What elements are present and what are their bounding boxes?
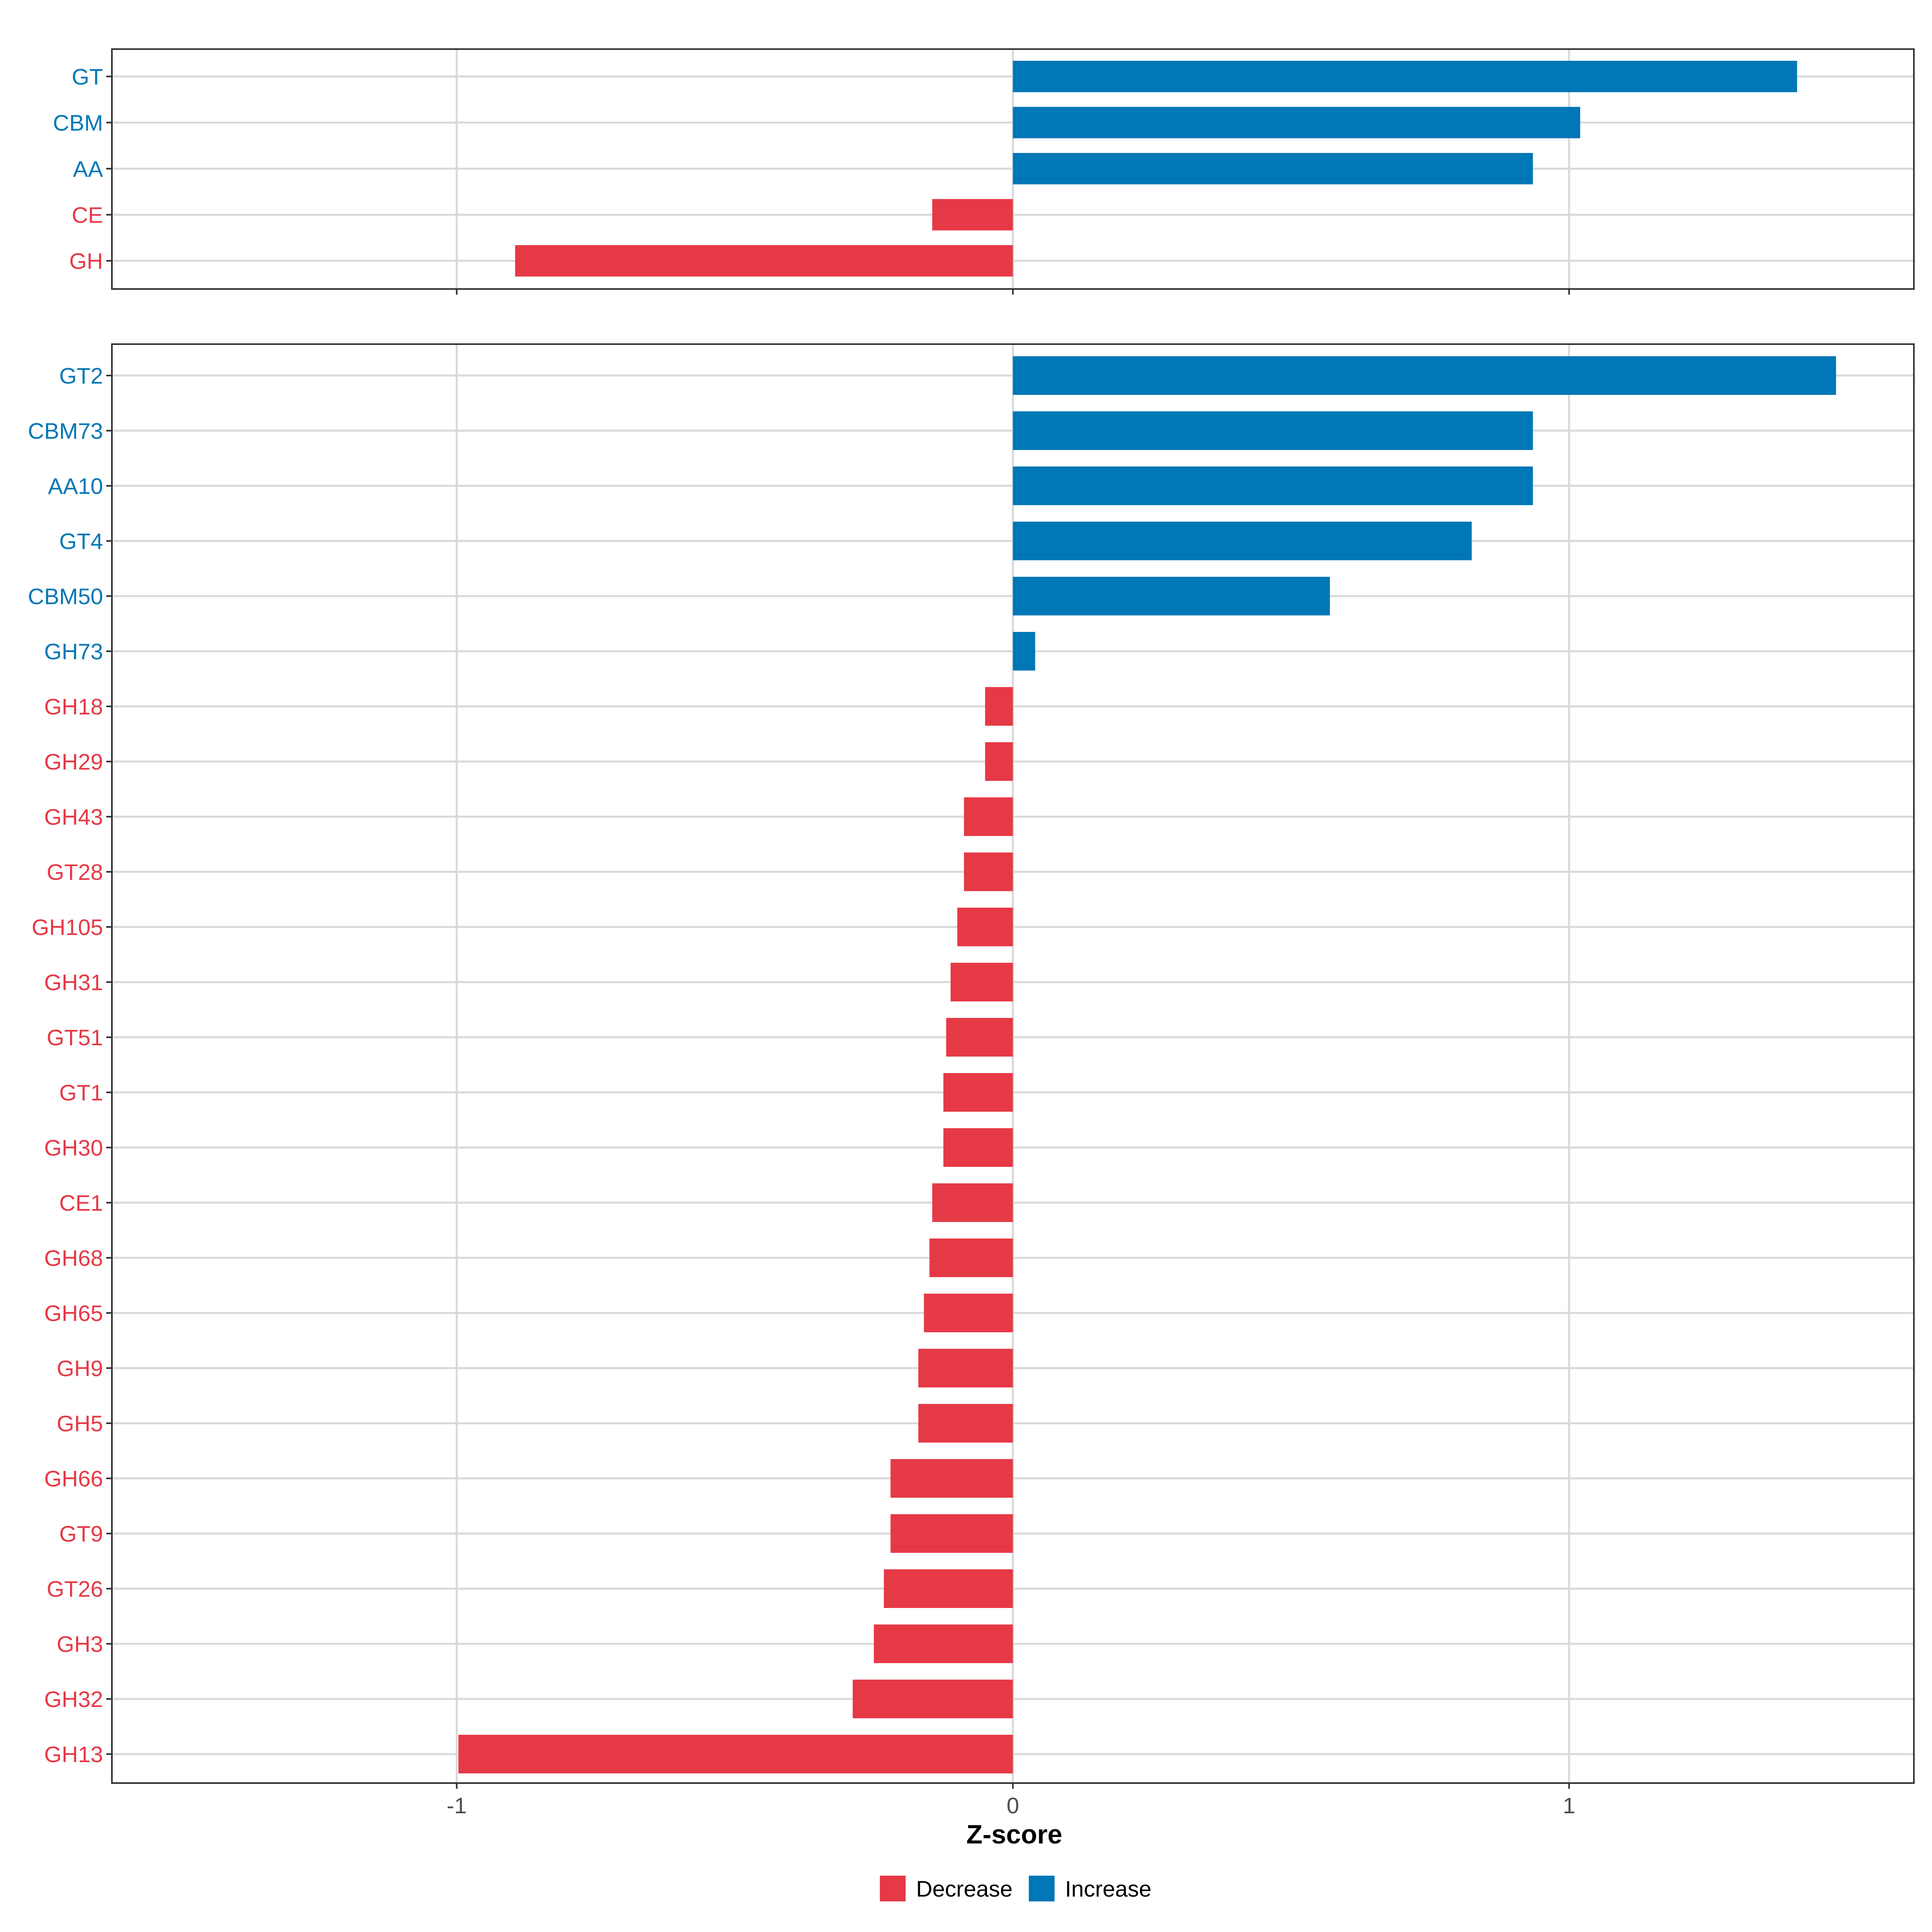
- y-tick-label: GT: [72, 64, 103, 89]
- bar-cbm: [1013, 107, 1580, 138]
- bar-gh65: [924, 1294, 1013, 1332]
- bar-gh105: [957, 908, 1013, 946]
- y-tick-label: GT28: [47, 859, 103, 885]
- y-tick-label: CE1: [59, 1190, 103, 1216]
- bar-gt28: [964, 852, 1013, 891]
- bar-gh: [515, 245, 1013, 277]
- bar-gt1: [943, 1073, 1013, 1112]
- bar-gt4: [1013, 522, 1472, 560]
- bar-gh73: [1013, 632, 1035, 671]
- y-tick-label: GH3: [57, 1631, 103, 1657]
- bottom-panel: GT2 CBM73 AA10 GT4 CBM50 GH73 GH18 GH29 GH43 GT28…: [28, 343, 1915, 1789]
- y-tick-label: GH73: [44, 639, 103, 664]
- bar-gt51: [946, 1018, 1013, 1057]
- bar-gh43: [964, 797, 1013, 836]
- y-tick-label: GH68: [44, 1245, 103, 1271]
- bar-gh68: [929, 1238, 1013, 1277]
- y-tick-label: CE: [72, 202, 103, 228]
- bar-gh29: [985, 742, 1013, 781]
- x-tick-label: 1: [1563, 1793, 1575, 1818]
- bar-gh31: [950, 963, 1013, 1001]
- y-tick-label: GT2: [59, 363, 103, 388]
- bar-ce: [932, 199, 1013, 231]
- bar-gh30: [943, 1128, 1013, 1167]
- y-tick-label: GH32: [44, 1686, 103, 1712]
- x-tick-label: -1: [447, 1793, 467, 1818]
- y-tick-label: GH13: [44, 1742, 103, 1767]
- y-tick-label: GH31: [44, 970, 103, 995]
- y-tick-label: GH65: [44, 1300, 103, 1326]
- y-tick-label: GT9: [59, 1521, 103, 1546]
- bar-gt26: [883, 1569, 1013, 1608]
- y-tick-label: GH5: [57, 1411, 103, 1436]
- bar-gh3: [874, 1624, 1013, 1663]
- bar-gt9: [890, 1514, 1013, 1553]
- bar-cbm50: [1013, 577, 1330, 615]
- x-tick-label: 0: [1007, 1793, 1019, 1818]
- legend-label-decrease: Decrease: [916, 1876, 1013, 1901]
- y-tick-label: GH29: [44, 749, 103, 774]
- y-tick-label: GH9: [57, 1356, 103, 1381]
- bar-gh5: [918, 1404, 1013, 1443]
- y-tick-label: AA: [73, 156, 103, 182]
- y-tick-label: GT26: [47, 1576, 103, 1602]
- y-tick-label: CBM50: [28, 584, 103, 609]
- x-axis-title: Z-score: [966, 1819, 1062, 1849]
- bar-cbm73: [1013, 411, 1533, 450]
- bar-gh66: [890, 1459, 1013, 1498]
- y-tick-label: GH: [69, 248, 103, 274]
- bar-aa10: [1013, 466, 1533, 505]
- bar-gt2: [1013, 356, 1836, 395]
- x-axis: -1 0 1: [447, 1793, 1575, 1818]
- bar-gt: [1013, 61, 1797, 92]
- y-tick-label: GH18: [44, 694, 103, 719]
- legend: Decrease Increase: [880, 1876, 1152, 1901]
- legend-key-increase: [1029, 1876, 1055, 1901]
- bar-gh32: [852, 1680, 1013, 1718]
- top-panel: GT CBM AA CE GH: [53, 48, 1915, 295]
- y-tick-label: GT4: [59, 528, 103, 554]
- legend-key-decrease: [880, 1876, 906, 1901]
- y-tick-label: GH30: [44, 1135, 103, 1160]
- y-tick-label: GT51: [47, 1025, 103, 1050]
- y-tick-label: GH43: [44, 804, 103, 830]
- y-tick-label: AA10: [48, 473, 103, 499]
- y-tick-label: CBM: [53, 110, 103, 136]
- y-tick-label: GH105: [32, 914, 103, 940]
- bar-ce1: [932, 1183, 1013, 1222]
- legend-label-increase: Increase: [1065, 1876, 1152, 1901]
- bar-gh18: [985, 687, 1013, 726]
- bar-gh9: [918, 1349, 1013, 1387]
- bar-aa: [1013, 153, 1533, 184]
- y-tick-label: CBM73: [28, 418, 103, 444]
- y-tick-label: GT1: [59, 1080, 103, 1105]
- y-tick-label: GH66: [44, 1466, 103, 1491]
- bar-gh13: [458, 1735, 1013, 1773]
